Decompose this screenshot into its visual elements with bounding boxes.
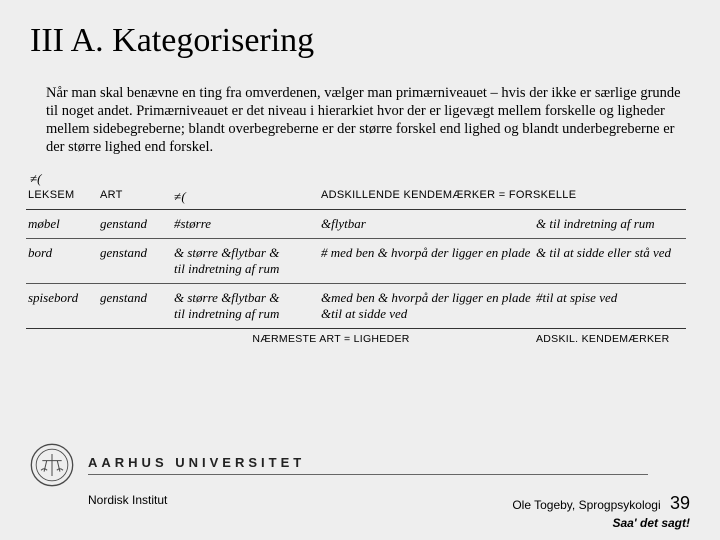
cell-m1: & større &flytbar & til indretning af ru…: [168, 290, 321, 322]
cell-m1: #større: [168, 216, 321, 232]
body-paragraph: Når man skal benævne en ting fra omverde…: [46, 84, 686, 157]
cell-art: genstand: [100, 290, 168, 322]
footer-bottom: Nordisk Institut Ole Togeby, Sprogpsykol…: [88, 493, 690, 530]
cell-m3: & til indretning af rum: [536, 216, 686, 232]
author-name: Ole Togeby, Sprogpsykologi: [512, 498, 660, 512]
table-row: bord genstand & større &flytbar & til in…: [26, 239, 686, 284]
foot-spacer: [26, 333, 166, 345]
cell-m1: & større &flytbar & til indretning af ru…: [168, 245, 321, 277]
category-table: LEKSEM ART ≠( ADSKILLENDE KENDEMÆRKER = …: [26, 189, 686, 345]
table-top-marker: ≠(: [30, 171, 690, 187]
foot-kendem: ADSKIL. KENDEMÆRKER: [536, 333, 686, 345]
table-row: møbel genstand #større &flytbar & til in…: [26, 210, 686, 239]
author-block: Ole Togeby, Sprogpsykologi 39 Saa' det s…: [512, 493, 690, 530]
cell-m2: &flytbar: [321, 216, 536, 232]
university-block: AARHUS UNIVERSITET: [88, 455, 690, 475]
head-marker: ≠(: [168, 189, 321, 205]
col-leksem: LEKSEM: [26, 189, 100, 205]
cell-art: genstand: [100, 245, 168, 277]
university-seal-icon: [30, 443, 74, 487]
slide-footer: AARHUS UNIVERSITET Nordisk Institut Ole …: [0, 443, 720, 530]
cell-leksem: møbel: [26, 216, 100, 232]
university-name: AARHUS UNIVERSITET: [88, 455, 648, 475]
table-header-row: LEKSEM ART ≠( ADSKILLENDE KENDEMÆRKER = …: [26, 189, 686, 210]
foot-ligheder: NÆRMESTE ART = LIGHEDER: [166, 333, 536, 345]
footer-top: AARHUS UNIVERSITET: [30, 443, 690, 487]
cell-m2: &med ben & hvorpå der ligger en plade &t…: [321, 290, 536, 322]
cell-art: genstand: [100, 216, 168, 232]
page-number: 39: [670, 493, 690, 513]
col-art: ART: [100, 189, 168, 205]
cell-m3: & til at sidde eller stå ved: [536, 245, 686, 277]
cell-leksem: spisebord: [26, 290, 100, 322]
slide-title: III A. Kategorisering: [30, 22, 690, 60]
cell-leksem: bord: [26, 245, 100, 277]
tagline: Saa' det sagt!: [512, 516, 690, 530]
institute-name: Nordisk Institut: [88, 493, 512, 530]
slide: III A. Kategorisering Når man skal benæv…: [0, 0, 720, 540]
cell-m2: # med ben & hvorpå der ligger en plade: [321, 245, 536, 277]
cell-m3: #til at spise ved: [536, 290, 686, 322]
table-footer-row: NÆRMESTE ART = LIGHEDER ADSKIL. KENDEMÆR…: [26, 329, 686, 345]
table-row: spisebord genstand & større &flytbar & t…: [26, 284, 686, 329]
col-kendem: ADSKILLENDE KENDEMÆRKER = FORSKELLE: [321, 189, 686, 205]
